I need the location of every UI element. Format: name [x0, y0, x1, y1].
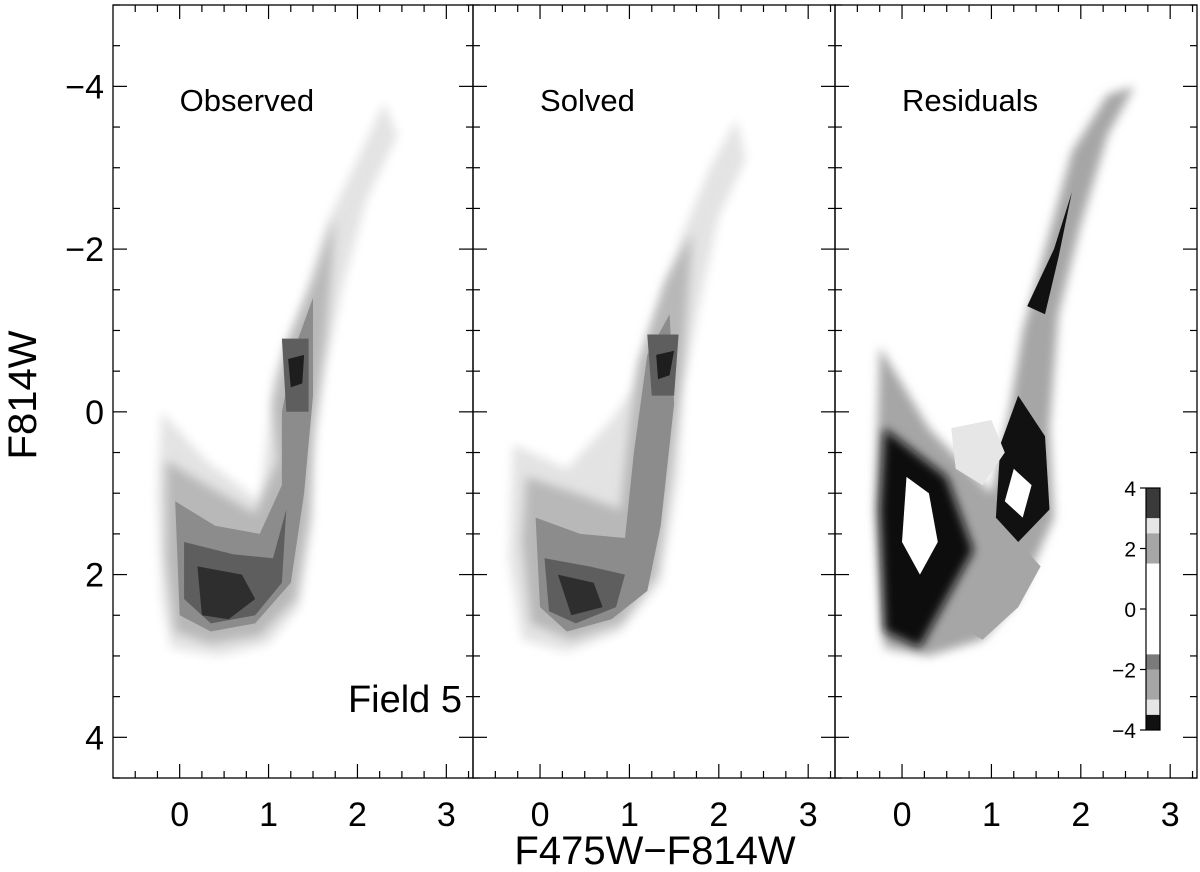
- colorbar-level: [1146, 654, 1160, 670]
- x-tick-label: 3: [799, 796, 818, 834]
- x-tick-label: 0: [893, 796, 912, 834]
- panel-title: Solved: [540, 83, 635, 118]
- x-tick-label: 0: [531, 796, 550, 834]
- x-axis-title: F475W−F814W: [514, 829, 795, 872]
- colorbar-level: [1146, 563, 1160, 655]
- panel-observed: Observed 0 1 2 3 −4 −2 0 2 4: [65, 4, 474, 834]
- panel-title: Observed: [180, 83, 314, 118]
- colorbar-level: [1146, 699, 1160, 715]
- x-tick-label: 1: [259, 796, 278, 834]
- contour-level: [288, 354, 305, 388]
- x-tick-label: 2: [1071, 796, 1090, 834]
- contour-level: [951, 420, 1005, 486]
- y-tick-label: 2: [85, 557, 104, 595]
- y-tick-label: 4: [85, 719, 104, 757]
- contour-level: [902, 476, 938, 575]
- density-contours: [508, 118, 746, 652]
- colorbar-level: [1146, 714, 1160, 730]
- field-annotation: Field 5: [348, 679, 462, 721]
- colorbar-level: [1146, 518, 1160, 534]
- x-tick-label: 2: [348, 796, 367, 834]
- x-tick-label: 3: [437, 796, 456, 834]
- colorbar-level: [1146, 488, 1160, 519]
- contour-level: [535, 314, 675, 632]
- colorbar-tick-label: 2: [1124, 539, 1136, 562]
- x-tick-label: 0: [170, 796, 189, 834]
- x-tick-label: 3: [1161, 796, 1180, 834]
- colorbar-tick-label: −4: [1112, 720, 1136, 743]
- panel-residuals: Residuals 0 1 2 3: [834, 4, 1198, 834]
- x-tick-label: 2: [709, 796, 728, 834]
- contour-level: [656, 350, 675, 380]
- colorbar: 4 2 0 −2 −4: [1112, 478, 1161, 743]
- colorbar-level: [1146, 669, 1160, 700]
- y-axis-title: F814W: [1, 330, 45, 459]
- panel-frame: [834, 4, 1198, 779]
- density-contours: [157, 102, 398, 656]
- contour-level: [955, 542, 1041, 640]
- x-tick-label: 1: [982, 796, 1001, 834]
- contour-level: [995, 395, 1050, 542]
- contour-level: [1004, 468, 1032, 518]
- colorbar-level: [1146, 533, 1160, 564]
- x-tick-label: 1: [620, 796, 639, 834]
- panel-solved: Solved 0 1 2 3: [472, 4, 836, 834]
- colorbar-tick-label: 0: [1124, 599, 1136, 622]
- colorbar-tick-label: 4: [1124, 478, 1136, 501]
- colorbar-tick-label: −2: [1112, 660, 1136, 683]
- contour-level: [197, 566, 256, 620]
- density-contours: [875, 86, 1135, 656]
- contour-level: [1027, 192, 1072, 315]
- y-tick-label: −4: [65, 68, 104, 106]
- y-tick-label: −2: [65, 231, 104, 269]
- y-tick-label: 0: [85, 394, 104, 432]
- contour-level: [557, 574, 603, 616]
- panel-title: Residuals: [902, 83, 1038, 118]
